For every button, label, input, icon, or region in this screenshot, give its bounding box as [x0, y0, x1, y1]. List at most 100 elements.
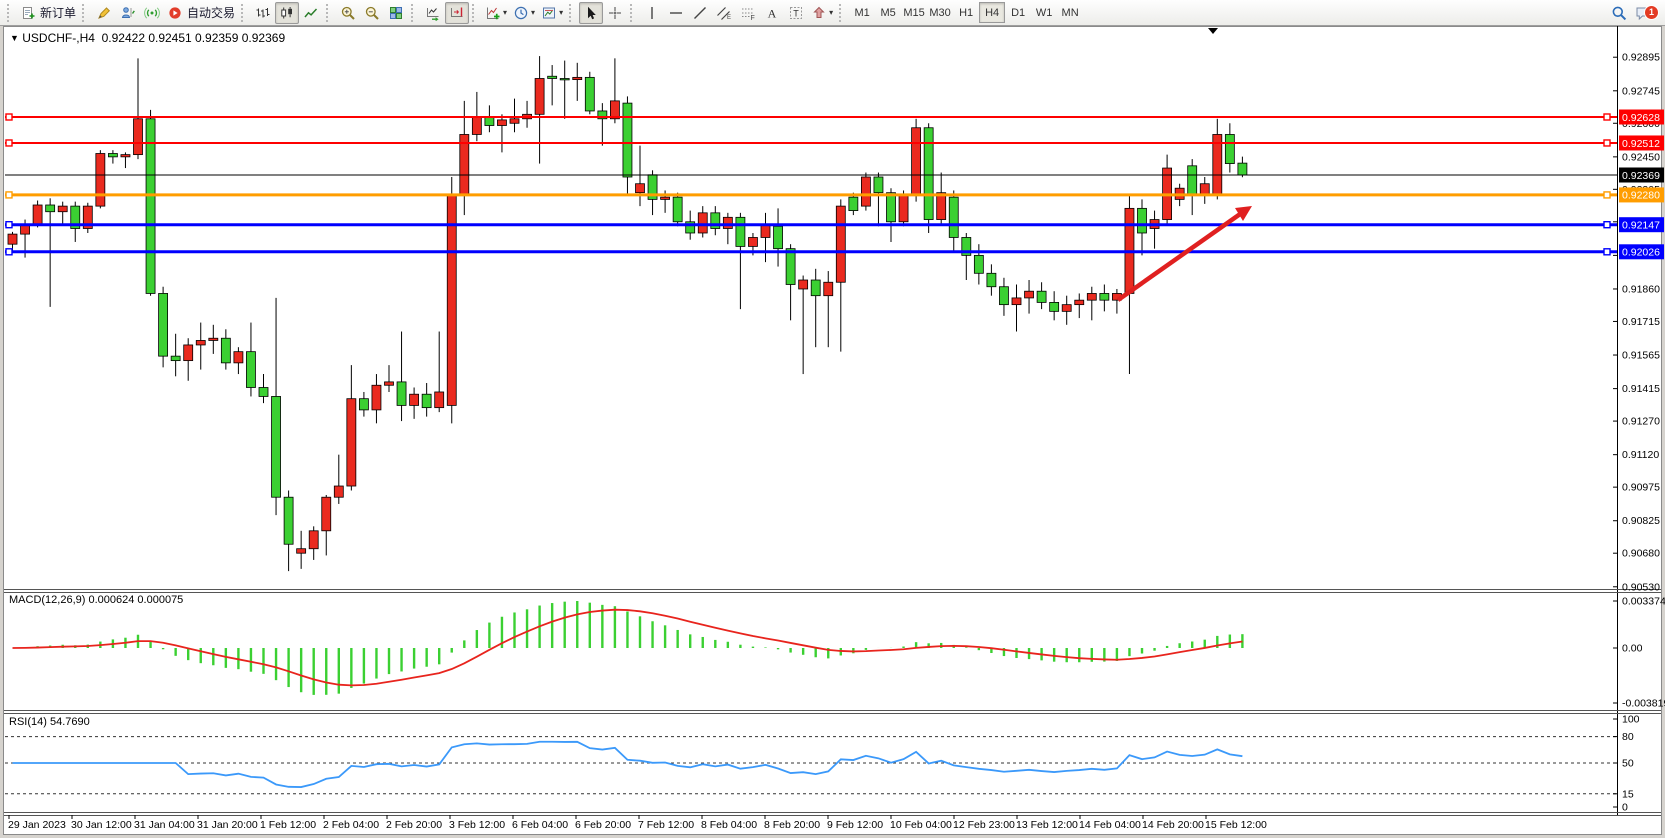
zoom-in-button[interactable]: [336, 2, 360, 24]
timeframe-mn-button[interactable]: MN: [1061, 6, 1079, 19]
text-button[interactable]: A: [760, 2, 784, 24]
candlestick-chart-button[interactable]: [275, 1, 300, 24]
templates-button[interactable]: ▾: [538, 2, 566, 24]
indicators-button[interactable]: ▾: [482, 2, 510, 24]
timeframe-h1-button[interactable]: H1: [959, 6, 974, 19]
chart-shift-button[interactable]: [445, 1, 470, 24]
indicators-icon: [487, 7, 500, 19]
line-handle: [1603, 113, 1611, 121]
price-badge: [1619, 135, 1664, 151]
styles-button[interactable]: [92, 2, 116, 24]
horizontal-line-button[interactable]: [664, 2, 688, 24]
text-label-button[interactable]: T: [784, 2, 808, 24]
candle-body: [547, 75, 558, 79]
candle-body: [936, 192, 947, 220]
crosshair-button[interactable]: [603, 2, 627, 24]
candle-body: [220, 337, 231, 364]
timeframe-w1-button[interactable]: W1: [1035, 6, 1053, 19]
symbol-dropdown-icon[interactable]: ▼: [10, 33, 19, 43]
cursor-button[interactable]: [579, 1, 604, 24]
candle-body: [120, 154, 131, 158]
trendline-button[interactable]: [688, 2, 712, 24]
svg-text:7 Feb 12:00: 7 Feb 12:00: [638, 819, 694, 831]
rsi-line: [12, 740, 1243, 788]
candle-body: [1137, 207, 1147, 234]
arrows-button[interactable]: ▾: [808, 2, 836, 24]
new-order-button[interactable]: 新订单: [17, 2, 79, 24]
channel-button[interactable]: E: [712, 2, 736, 24]
signals-button[interactable]: [140, 2, 164, 24]
timeframe-h4-button[interactable]: H4: [979, 2, 1006, 23]
price-badge: [1619, 167, 1664, 183]
candle-body: [471, 116, 482, 135]
timeframe-m5-button[interactable]: M5: [880, 6, 896, 19]
vline-icon: [651, 6, 653, 19]
toolbar-grip[interactable]: [82, 3, 87, 22]
svg-text:0.00: 0.00: [1622, 643, 1643, 655]
svg-text:80: 80: [1622, 731, 1634, 743]
candle-body: [923, 127, 934, 220]
trend-arrow-annotation[interactable]: [1116, 206, 1252, 302]
svg-text:0.92147: 0.92147: [1622, 220, 1660, 232]
level-lines[interactable]: 0.92628 0.92512 0.92369 0.92280 0.92147 0.920…: [5, 109, 1664, 260]
candle-body: [697, 212, 708, 234]
svg-text:0.91270: 0.91270: [1622, 416, 1660, 428]
fibonacci-button[interactable]: F: [736, 2, 760, 24]
rsi-panel: 100 80 50 15 0: [5, 714, 1640, 814]
line-chart-button[interactable]: [299, 2, 323, 24]
auto-scroll-button[interactable]: [421, 2, 445, 24]
market-watch-button[interactable]: [116, 2, 140, 24]
toolbar-grip[interactable]: [630, 3, 635, 22]
toolbar-grip[interactable]: [7, 3, 12, 22]
svg-text:100: 100: [1622, 714, 1640, 726]
chevron-down-icon[interactable]: ▾: [531, 8, 536, 17]
line-handle: [5, 191, 13, 199]
toolbar-grip[interactable]: [326, 3, 331, 22]
candle-body: [434, 391, 445, 409]
timeframe-m30-button[interactable]: M30: [929, 6, 951, 19]
chevron-down-icon[interactable]: ▾: [829, 8, 834, 17]
chevron-down-icon[interactable]: ▾: [559, 8, 564, 17]
search-button[interactable]: [1607, 2, 1631, 24]
chart-shift-marker-icon[interactable]: [1208, 28, 1218, 34]
candle-body: [57, 205, 68, 213]
person-chart-icon: [121, 6, 135, 18]
candle-body: [509, 118, 520, 124]
timeframe-m15-button[interactable]: M15: [903, 6, 925, 19]
candle-body: [183, 344, 194, 362]
toolbar-grip[interactable]: [839, 3, 844, 22]
toolbar-grip[interactable]: [569, 3, 574, 22]
candle-body: [246, 351, 256, 388]
candle-body: [710, 212, 721, 229]
candle-body: [1237, 162, 1248, 176]
candle-body: [898, 194, 909, 223]
timeframe-d1-button[interactable]: D1: [1011, 6, 1026, 19]
toolbar-grip[interactable]: [411, 3, 416, 22]
bar-chart-button[interactable]: [251, 2, 275, 24]
svg-text:0.90530: 0.90530: [1622, 581, 1660, 593]
candle-body: [32, 204, 43, 225]
price-badge: [1619, 187, 1664, 203]
line-handle: [1603, 221, 1611, 229]
notifications-button[interactable]: 1: [1631, 2, 1659, 24]
auto-trading-button[interactable]: 自动交易: [164, 2, 238, 24]
candle-body: [911, 127, 921, 196]
candle-body: [346, 398, 357, 487]
timeframe-m1-button[interactable]: M1: [854, 6, 870, 19]
toolbar-grip[interactable]: [472, 3, 477, 22]
zoom-out-button[interactable]: [360, 2, 384, 24]
candle-body: [321, 496, 332, 532]
candle-body: [610, 100, 620, 120]
vertical-line-button[interactable]: [640, 2, 664, 24]
time-axis: 29 Jan 2023 30 Jan 12:00 31 Jan 04:00 31 Ja…: [8, 815, 1267, 831]
candle-body: [233, 351, 244, 364]
toolbar-grip[interactable]: [241, 3, 246, 22]
candle-body: [283, 496, 294, 545]
chevron-down-icon[interactable]: ▾: [503, 8, 508, 17]
periods-button[interactable]: ▾: [510, 2, 538, 24]
candle-body: [635, 183, 645, 194]
tile-windows-button[interactable]: [384, 2, 408, 24]
candle-body: [158, 293, 169, 357]
